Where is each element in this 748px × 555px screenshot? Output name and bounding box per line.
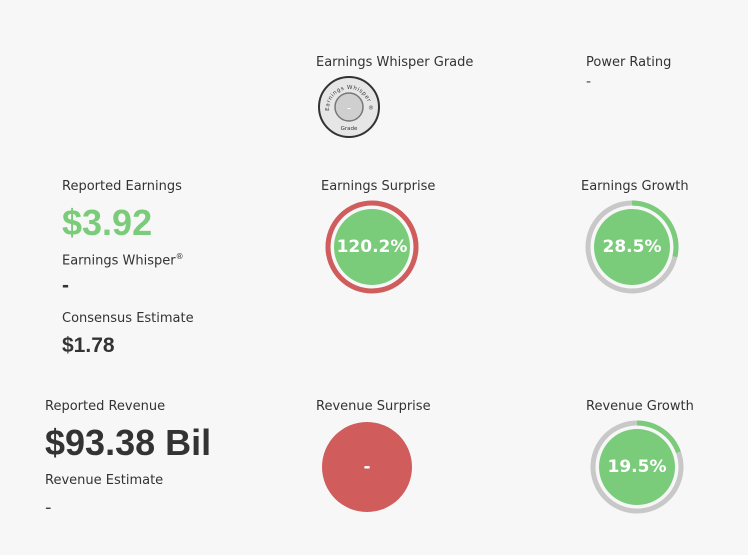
- revenue-growth-ring: 19.5%: [590, 420, 684, 514]
- ring-progress-arc: [590, 420, 684, 514]
- earnings-growth-value: 28.5%: [602, 237, 662, 257]
- revenue-growth-label: Revenue Growth: [586, 399, 694, 414]
- revenue-surprise-value: -: [363, 457, 371, 477]
- earnings-whisper-grade-label: Earnings Whisper Grade: [316, 55, 474, 70]
- reported-revenue-label: Reported Revenue: [45, 399, 166, 414]
- revenue-surprise-label: Revenue Surprise: [316, 399, 431, 414]
- reported-earnings-value: $3.92: [62, 202, 153, 243]
- earnings-whisper-label-text: Earnings Whisper: [62, 253, 176, 269]
- earnings-whisper-label: Earnings Whisper®: [62, 252, 184, 268]
- revenue-growth-value: 19.5%: [607, 457, 667, 477]
- earnings-surprise-value: 120.2%: [336, 237, 408, 257]
- reported-revenue-value: $93.38 Bil: [45, 422, 212, 463]
- power-rating-label: Power Rating: [586, 55, 672, 70]
- revenue-estimate-value: -: [45, 497, 52, 518]
- ring-progress-arc: [325, 200, 419, 294]
- earnings-surprise-label: Earnings Surprise: [321, 179, 436, 194]
- ring-inner-fill: [594, 209, 670, 285]
- consensus-estimate-label: Consensus Estimate: [62, 311, 194, 326]
- earnings-growth-label: Earnings Growth: [581, 179, 689, 194]
- earnings-whisper-value: -: [62, 274, 69, 297]
- ring-inner-fill: [334, 209, 410, 285]
- earnings-surprise-ring: 120.2%: [325, 200, 419, 294]
- power-rating-value: -: [586, 74, 592, 90]
- earnings-growth-ring: 28.5%: [585, 200, 679, 294]
- reported-earnings-label: Reported Earnings: [62, 179, 182, 194]
- consensus-estimate-value: $1.78: [62, 334, 115, 357]
- revenue-estimate-label: Revenue Estimate: [45, 473, 164, 488]
- revenue-surprise-circle: -: [321, 421, 413, 513]
- revenue-surprise-fill: [322, 422, 412, 512]
- registered-mark: ®: [175, 252, 184, 261]
- ring-progress-arc: [585, 200, 679, 294]
- grade-badge-graphic: Earnings Whisper ® Grade -: [318, 76, 380, 138]
- grade-value: -: [347, 101, 351, 115]
- grade-badge: Earnings Whisper ® Grade -: [317, 75, 381, 139]
- ring-inner-fill: [599, 429, 675, 505]
- grade-badge-bottom-text: Grade: [341, 126, 358, 132]
